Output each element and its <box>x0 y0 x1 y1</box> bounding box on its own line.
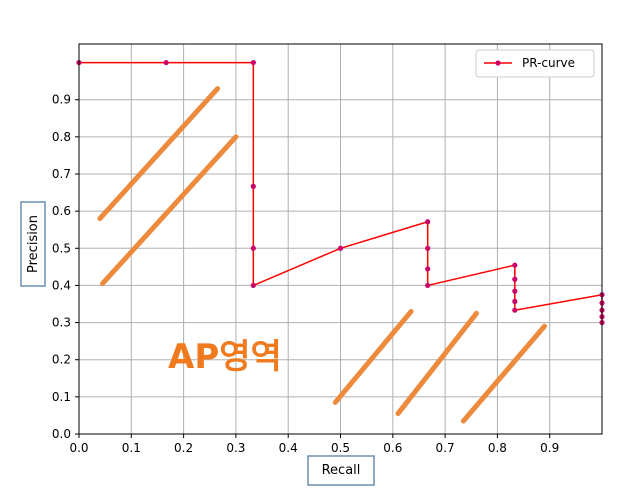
x-tick-label: 0.7 <box>436 441 455 455</box>
pr-curve-point <box>425 266 431 272</box>
x-axis-ticks: 0.0 0.1 0.2 0.3 0.4 0.5 0.6 0.7 0.8 0.9 <box>69 434 559 455</box>
legend: PR-curve <box>475 49 595 78</box>
y-axis-label: Precision <box>26 215 41 273</box>
pr-curve-point <box>425 282 431 289</box>
hatch-stroke <box>97 86 221 222</box>
x-tick-label: 0.0 <box>69 441 88 455</box>
pr-curve-point <box>512 276 518 282</box>
x-axis-label-group: Recall <box>307 455 375 486</box>
y-tick-label: 0.5 <box>52 241 71 255</box>
y-tick-label: 0.8 <box>52 130 71 144</box>
pr-curve-point <box>250 282 256 289</box>
y-tick-label: 0.1 <box>52 390 71 404</box>
pr-curve-point <box>512 298 518 304</box>
y-tick-label: 0.3 <box>52 316 71 330</box>
pr-curve-point <box>250 59 256 66</box>
pr-curve-point <box>163 59 169 66</box>
y-tick-label: 0.2 <box>52 353 71 367</box>
y-axis-label-box <box>20 201 46 287</box>
x-tick-label: 0.5 <box>331 441 350 455</box>
y-axis-label-group: Precision <box>20 201 46 287</box>
legend-box <box>475 49 595 78</box>
legend-label: PR-curve <box>522 56 575 70</box>
x-tick-label: 0.9 <box>540 441 559 455</box>
x-tick-label: 0.1 <box>122 441 141 455</box>
hatch-stroke <box>100 134 239 287</box>
pr-curve-point <box>512 307 518 313</box>
pr-curve-point <box>337 245 344 251</box>
ap-area-annotation: AP영역 <box>168 337 282 377</box>
pr-curve-point <box>425 245 431 251</box>
legend-marker-swatch <box>495 60 501 66</box>
x-tick-label: 0.8 <box>488 441 507 455</box>
x-tick-label: 0.4 <box>279 441 298 455</box>
pr-curve-point <box>512 288 518 294</box>
x-tick-label: 0.3 <box>226 441 245 455</box>
y-tick-label: 0.4 <box>52 278 71 292</box>
y-tick-label: 0.7 <box>52 167 71 181</box>
y-tick-label: 0.6 <box>52 204 71 218</box>
x-tick-label: 0.6 <box>383 441 402 455</box>
pr-curve-point <box>250 183 256 189</box>
hatch-stroke <box>460 323 547 424</box>
y-tick-label: 0.9 <box>52 93 71 107</box>
pr-curve-point <box>512 262 518 268</box>
x-tick-label: 0.2 <box>174 441 193 455</box>
hatch-stroke <box>332 308 414 405</box>
y-tick-label: 0.0 <box>52 427 71 441</box>
x-axis-label-box <box>307 455 375 486</box>
hatch-stroke <box>395 310 479 417</box>
hatch-strokes-upper <box>97 86 239 287</box>
pr-curve-point <box>425 219 431 225</box>
pr-curve-point <box>250 245 256 251</box>
hatch-strokes-lower <box>332 308 547 424</box>
y-axis-ticks: 0.0 0.1 0.2 0.3 0.4 0.5 0.6 0.7 0.8 0.9 <box>52 93 79 441</box>
x-axis-label: Recall <box>322 463 361 478</box>
